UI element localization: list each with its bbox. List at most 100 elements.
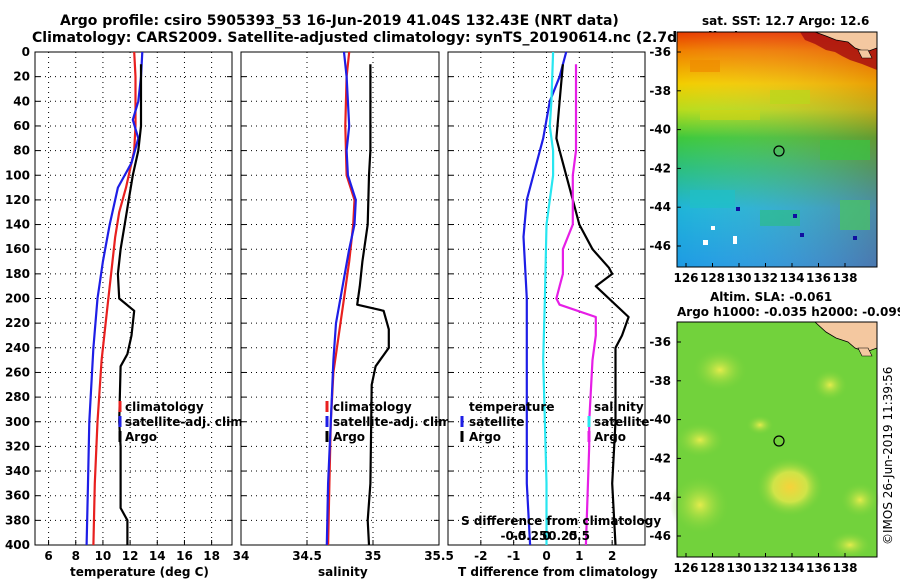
sst-map: sat. SST: 12.7 Argo: 12.6 126 128 130 132 13… xyxy=(649,14,878,285)
depth-ticks: 0 20 40 60 80 100 120 140 160 180 200 220 240 260 280 3… xyxy=(5,45,30,552)
map-x-tick-label: 128 xyxy=(700,561,725,575)
sla-map-frame xyxy=(676,321,878,558)
legend-s-satellite-label: satellite xyxy=(594,415,649,429)
temperature-axis-label: temperature (deg C) xyxy=(70,565,209,579)
temperature-panel-frame xyxy=(34,51,233,546)
x-tick-label: 34 xyxy=(233,549,250,563)
salinity-grid xyxy=(240,51,440,546)
map-x-tick-label: 128 xyxy=(700,271,725,285)
x-tick-label: -1 xyxy=(507,549,520,563)
sla-map-x-ticks: 126 128 130 132 134 136 138 xyxy=(673,553,858,575)
salinity-x-ticks: 34 34.5 35 35.5 xyxy=(233,549,454,563)
depth-tick-label: 320 xyxy=(5,439,30,453)
depth-tick-label: 240 xyxy=(5,341,30,355)
map-y-tick-label: -38 xyxy=(649,84,671,98)
map-y-tick-label: -44 xyxy=(649,490,671,504)
map-y-tick-label: -46 xyxy=(649,529,671,543)
depth-tick-label: 260 xyxy=(5,365,30,379)
depth-tick-label: 400 xyxy=(5,538,30,552)
s-diff-tick-label: -0.5 xyxy=(501,529,527,543)
depth-tick-label: 160 xyxy=(5,242,30,256)
salinity-panel: 34 34.5 35 35.5 salinity climatology satell… xyxy=(233,51,455,579)
map-x-tick-label: 126 xyxy=(673,271,698,285)
depth-tick-label: 20 xyxy=(13,70,30,84)
salinity-axis-label: salinity xyxy=(318,565,368,579)
map-x-tick-label: 130 xyxy=(726,271,751,285)
temperature-panel: 6 8 10 12 14 16 18 0 20 40 60 80 100 120 140 160 180 200… xyxy=(5,45,247,579)
map-x-tick-label: 132 xyxy=(753,271,778,285)
x-tick-label: -2 xyxy=(474,549,487,563)
legend-salinity-title: salinity xyxy=(594,400,644,414)
legend-climatology-label: climatology xyxy=(125,400,204,414)
x-tick-label: 10 xyxy=(95,549,112,563)
sst-map-frame xyxy=(676,31,878,268)
legend-satellite-label: satellite-adj. clim. xyxy=(333,415,455,429)
map-y-tick-label: -42 xyxy=(649,161,671,175)
difference-legend-salinity: salinity satellite Argo xyxy=(587,400,649,444)
x-tick-label: 0 xyxy=(542,549,550,563)
legend-climatology-label: climatology xyxy=(333,400,412,414)
map-y-tick-label: -42 xyxy=(649,451,671,465)
sla-map-anomaly-blobs xyxy=(670,348,880,559)
depth-tick-label: 340 xyxy=(5,464,30,478)
sla-map-title-1: Altim. SLA: -0.061 xyxy=(710,290,832,304)
difference-legend-temperature: temperature satellite Argo xyxy=(460,400,554,444)
s-diff-tick-label: 0.25 xyxy=(548,529,578,543)
sla-argo-location-marker xyxy=(773,435,785,447)
depth-tick-label: 200 xyxy=(5,292,30,306)
sst-map-y-ticks: -36 -38 -40 -42 -44 -46 xyxy=(649,45,681,253)
x-tick-label: 8 xyxy=(72,549,80,563)
title-line-1: Argo profile: csiro 5905393_53 16-Jun-20… xyxy=(60,13,619,29)
x-tick-label: 16 xyxy=(176,549,193,563)
map-y-tick-label: -40 xyxy=(649,123,671,137)
legend-temperature-title: temperature xyxy=(469,400,554,414)
t-difference-axis-label: T difference from climatology xyxy=(458,565,658,579)
sla-map: Altim. SLA: -0.061 Argo h1000: -0.035 h2… xyxy=(649,290,900,575)
map-y-tick-label: -40 xyxy=(649,413,671,427)
x-tick-label: 2 xyxy=(608,549,616,563)
map-y-tick-label: -36 xyxy=(649,45,671,59)
map-x-tick-label: 136 xyxy=(806,561,831,575)
depth-tick-label: 0 xyxy=(22,45,30,59)
salinity-series xyxy=(325,51,390,546)
depth-tick-label: 120 xyxy=(5,193,30,207)
series-line-argo xyxy=(116,64,143,545)
temperature-series xyxy=(85,51,144,546)
map-x-tick-label: 132 xyxy=(753,561,778,575)
series-line-argo xyxy=(356,64,390,546)
map-y-tick-label: -36 xyxy=(649,335,671,349)
map-x-tick-label: 134 xyxy=(779,271,804,285)
depth-tick-label: 80 xyxy=(13,144,30,158)
depth-tick-label: 60 xyxy=(13,119,30,133)
depth-tick-label: 300 xyxy=(5,415,30,429)
depth-tick-label: 180 xyxy=(5,267,30,281)
series-line-satellite-adj-clim- xyxy=(85,51,144,546)
sla-island xyxy=(857,347,873,357)
map-y-tick-label: -38 xyxy=(649,374,671,388)
depth-tick-label: 380 xyxy=(5,513,30,527)
depth-tick-label: 360 xyxy=(5,489,30,503)
series-line-s-satellite xyxy=(542,51,555,545)
salinity-legend: climatology satellite-adj. clim. Argo xyxy=(325,400,455,444)
series-line-t-argo xyxy=(555,64,630,546)
map-x-tick-label: 136 xyxy=(806,271,831,285)
depth-tick-label: 40 xyxy=(13,94,30,108)
s-difference-axis-label: S difference from climatology xyxy=(461,514,661,528)
x-tick-label: 12 xyxy=(122,549,139,563)
x-tick-label: 6 xyxy=(44,549,52,563)
sst-map-x-ticks: 126 128 130 132 134 136 138 xyxy=(673,263,858,285)
map-x-tick-label: 138 xyxy=(832,271,857,285)
x-tick-label: 14 xyxy=(149,549,166,563)
x-tick-label: 18 xyxy=(203,549,220,563)
title-line-2: Climatology: CARS2009. Satellite-adjuste… xyxy=(32,30,740,46)
imos-watermark: ©IMOS 26-Jun-2019 11:39:56 xyxy=(881,367,895,545)
map-x-tick-label: 134 xyxy=(779,561,804,575)
sst-map-texture xyxy=(690,60,870,230)
x-tick-label: 1 xyxy=(575,549,583,563)
s-diff-tick-label: 0 xyxy=(542,529,550,543)
series-line-satellite-adj-clim- xyxy=(325,51,357,546)
sla-map-title-2: Argo h1000: -0.035 h2000: -0.099 xyxy=(677,305,900,319)
temperature-legend: climatology satellite-adj. clim. Argo xyxy=(118,400,247,444)
